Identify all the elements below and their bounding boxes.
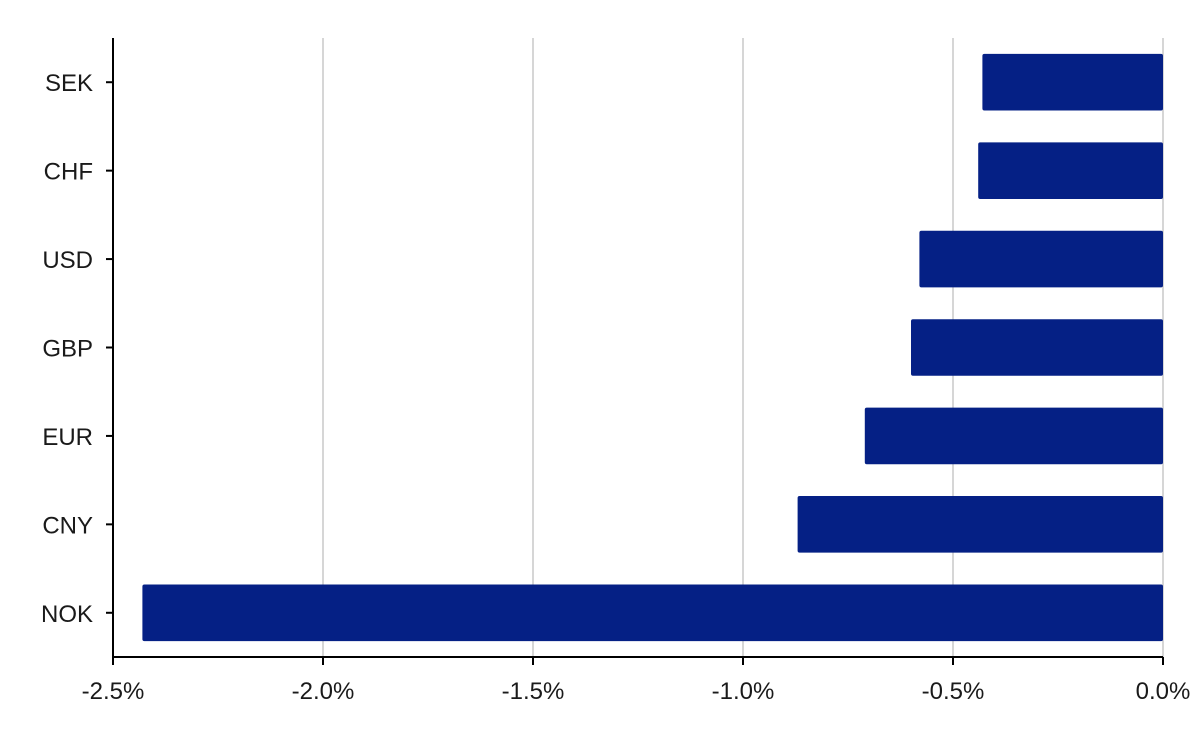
x-tick-label: -2.0% <box>292 678 355 705</box>
x-tick-label: 0.0% <box>1136 678 1191 705</box>
x-tick-label: -1.5% <box>502 678 565 705</box>
y-tick-label-gbp: GBP <box>42 336 93 363</box>
y-tick-label-sek: SEK <box>45 70 93 97</box>
y-tick-label-usd: USD <box>42 247 93 274</box>
x-tick-label: -2.5% <box>82 678 145 705</box>
bar-chf <box>978 142 1163 199</box>
y-tick-label-cny: CNY <box>42 512 93 539</box>
bar-usd <box>919 230 1163 288</box>
x-tick-label: -1.0% <box>712 678 775 705</box>
bar-gbp <box>911 319 1163 376</box>
y-tick-label-chf: CHF <box>44 159 93 186</box>
bars <box>142 53 1163 642</box>
bar-sek <box>982 53 1163 111</box>
y-tick-label-eur: EUR <box>42 424 93 451</box>
x-axis-ticks: -2.5% -2.0% -1.5% -1.0% -0.5% 0.0% <box>82 657 1191 705</box>
y-axis-ticks: SEK CHF USD GBP EUR CNY NOK <box>41 70 113 628</box>
y-tick-label-nok: NOK <box>41 601 93 628</box>
bar-cny <box>797 496 1163 553</box>
bar-eur <box>864 407 1163 465</box>
x-tick-label: -0.5% <box>922 678 985 705</box>
bar-nok <box>142 584 1163 642</box>
